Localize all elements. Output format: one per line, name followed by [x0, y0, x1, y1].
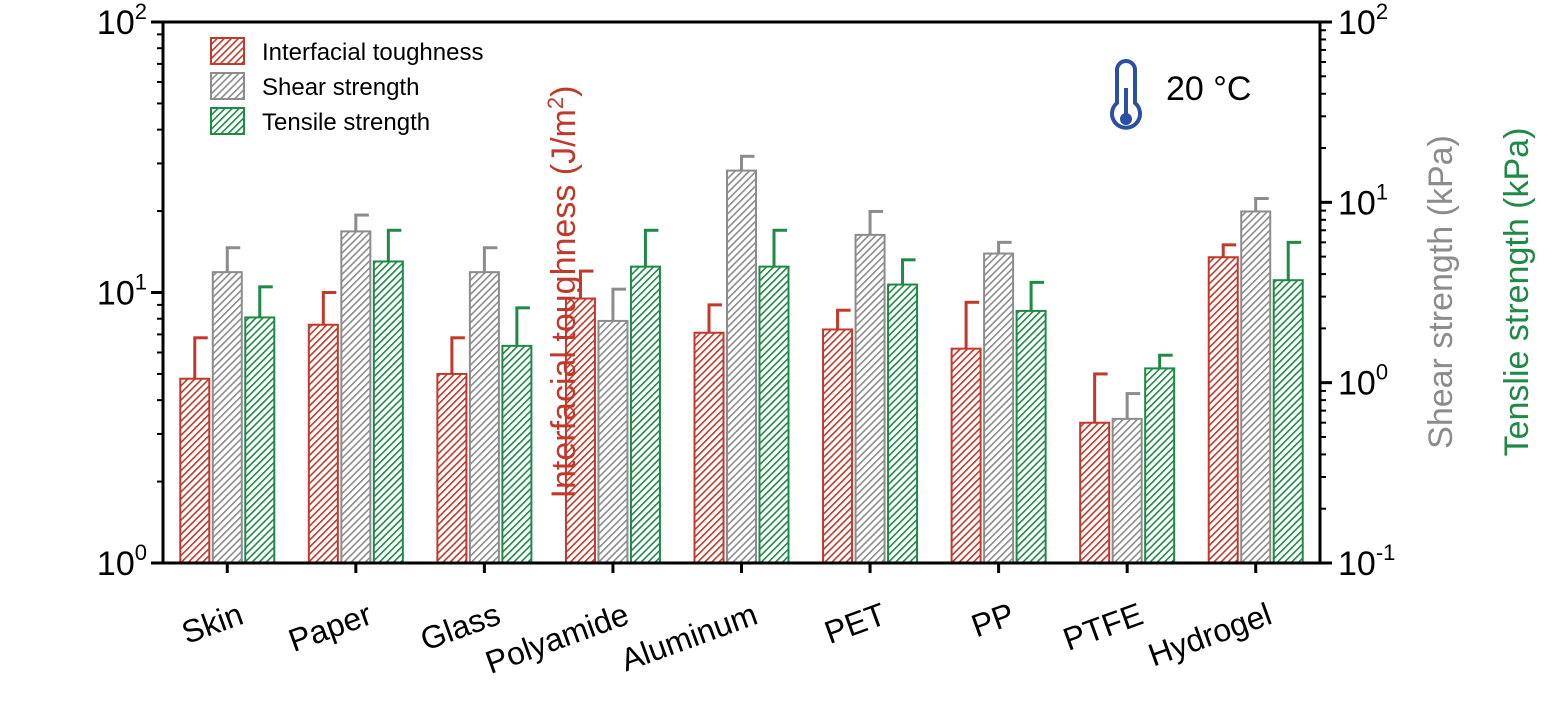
left-axis-label: Interfacial toughness (J/m2) — [543, 86, 583, 499]
legend-label-interfacial: Interfacial toughness — [262, 39, 483, 66]
bar-interfacial-ptfe — [1079, 421, 1111, 564]
bar-interfacial-glass — [436, 372, 468, 564]
left-axis-label-main: Interfacial toughness (J/m — [545, 109, 583, 498]
bar-interfacial-aluminum — [693, 331, 725, 564]
legend-swatch-tensile — [210, 107, 245, 135]
bar-interfacial-pet — [822, 328, 854, 564]
bar-tensile-aluminum — [758, 265, 790, 564]
x-tick-label: Polyamide — [481, 596, 634, 681]
bar-interfacial-pp — [950, 347, 982, 564]
right-tick-label: 101 — [1338, 179, 1388, 222]
bars-layer — [179, 169, 1304, 565]
left-axis-label-sup: 2 — [543, 97, 568, 109]
legend: Interfacial toughness Shear strength Ten… — [210, 37, 483, 136]
bar-interfacial-skin — [179, 377, 211, 564]
bar-shear-ptfe — [1111, 417, 1143, 565]
x-tick-label: PET — [820, 596, 891, 651]
temperature-annotation: 20 °C — [1166, 70, 1251, 108]
bar-tensile-pet — [887, 283, 919, 564]
tensile-axis-label: Tenslie strength (kPa) — [1498, 128, 1536, 457]
left-tick-label: 102 — [97, 0, 147, 42]
bar-tensile-glass — [501, 344, 533, 564]
bar-shear-skin — [211, 271, 243, 564]
left-axis-ticks: 100 101 102 — [97, 0, 163, 583]
left-tick-label: 101 — [97, 270, 147, 313]
x-tick-label: PTFE — [1058, 596, 1147, 658]
bar-interfacial-hydrogel — [1207, 256, 1239, 564]
bar-shear-pet — [854, 233, 886, 564]
bar-tensile-pp — [1015, 309, 1047, 564]
bar-tensile-skin — [244, 316, 276, 565]
bar-interfacial-polyamide — [564, 297, 596, 564]
right-tick-label: 10-1 — [1338, 540, 1395, 583]
left-tick-label: 100 — [97, 540, 147, 583]
bar-tensile-polyamide — [629, 265, 661, 564]
bar-tensile-ptfe — [1144, 367, 1176, 564]
x-tick-label: Skin — [177, 596, 248, 651]
bar-shear-pp — [983, 252, 1015, 564]
legend-swatch-shear — [210, 72, 245, 100]
legend-label-tensile: Tensile strength — [262, 109, 430, 136]
right-tick-label: 100 — [1338, 360, 1388, 403]
thermometer-icon — [1110, 59, 1142, 130]
bar-tensile-paper — [372, 260, 404, 564]
bar-shear-hydrogel — [1240, 210, 1272, 565]
bar-shear-aluminum — [726, 169, 757, 564]
x-tick-label: Paper — [284, 596, 377, 659]
x-tick-label: PP — [967, 596, 1019, 644]
legend-swatch-interfacial — [210, 37, 245, 65]
right-axis-ticks: 10-1 100 101 102 — [1320, 0, 1395, 583]
right-tick-label: 102 — [1338, 0, 1388, 42]
x-tick-label: Aluminum — [616, 596, 762, 678]
bar-shear-glass — [468, 271, 500, 564]
bar-shear-polyamide — [597, 319, 629, 564]
x-tick-label: Hydrogel — [1143, 596, 1276, 674]
left-axis-label-close: ) — [545, 86, 583, 97]
shear-axis-label: Shear strength (kPa) — [1422, 135, 1460, 449]
bar-interfacial-paper — [307, 323, 339, 564]
bar-shear-paper — [340, 230, 372, 564]
legend-label-shear: Shear strength — [262, 74, 419, 101]
error-bars-layer — [193, 154, 1302, 423]
bar-tensile-hydrogel — [1272, 279, 1304, 564]
